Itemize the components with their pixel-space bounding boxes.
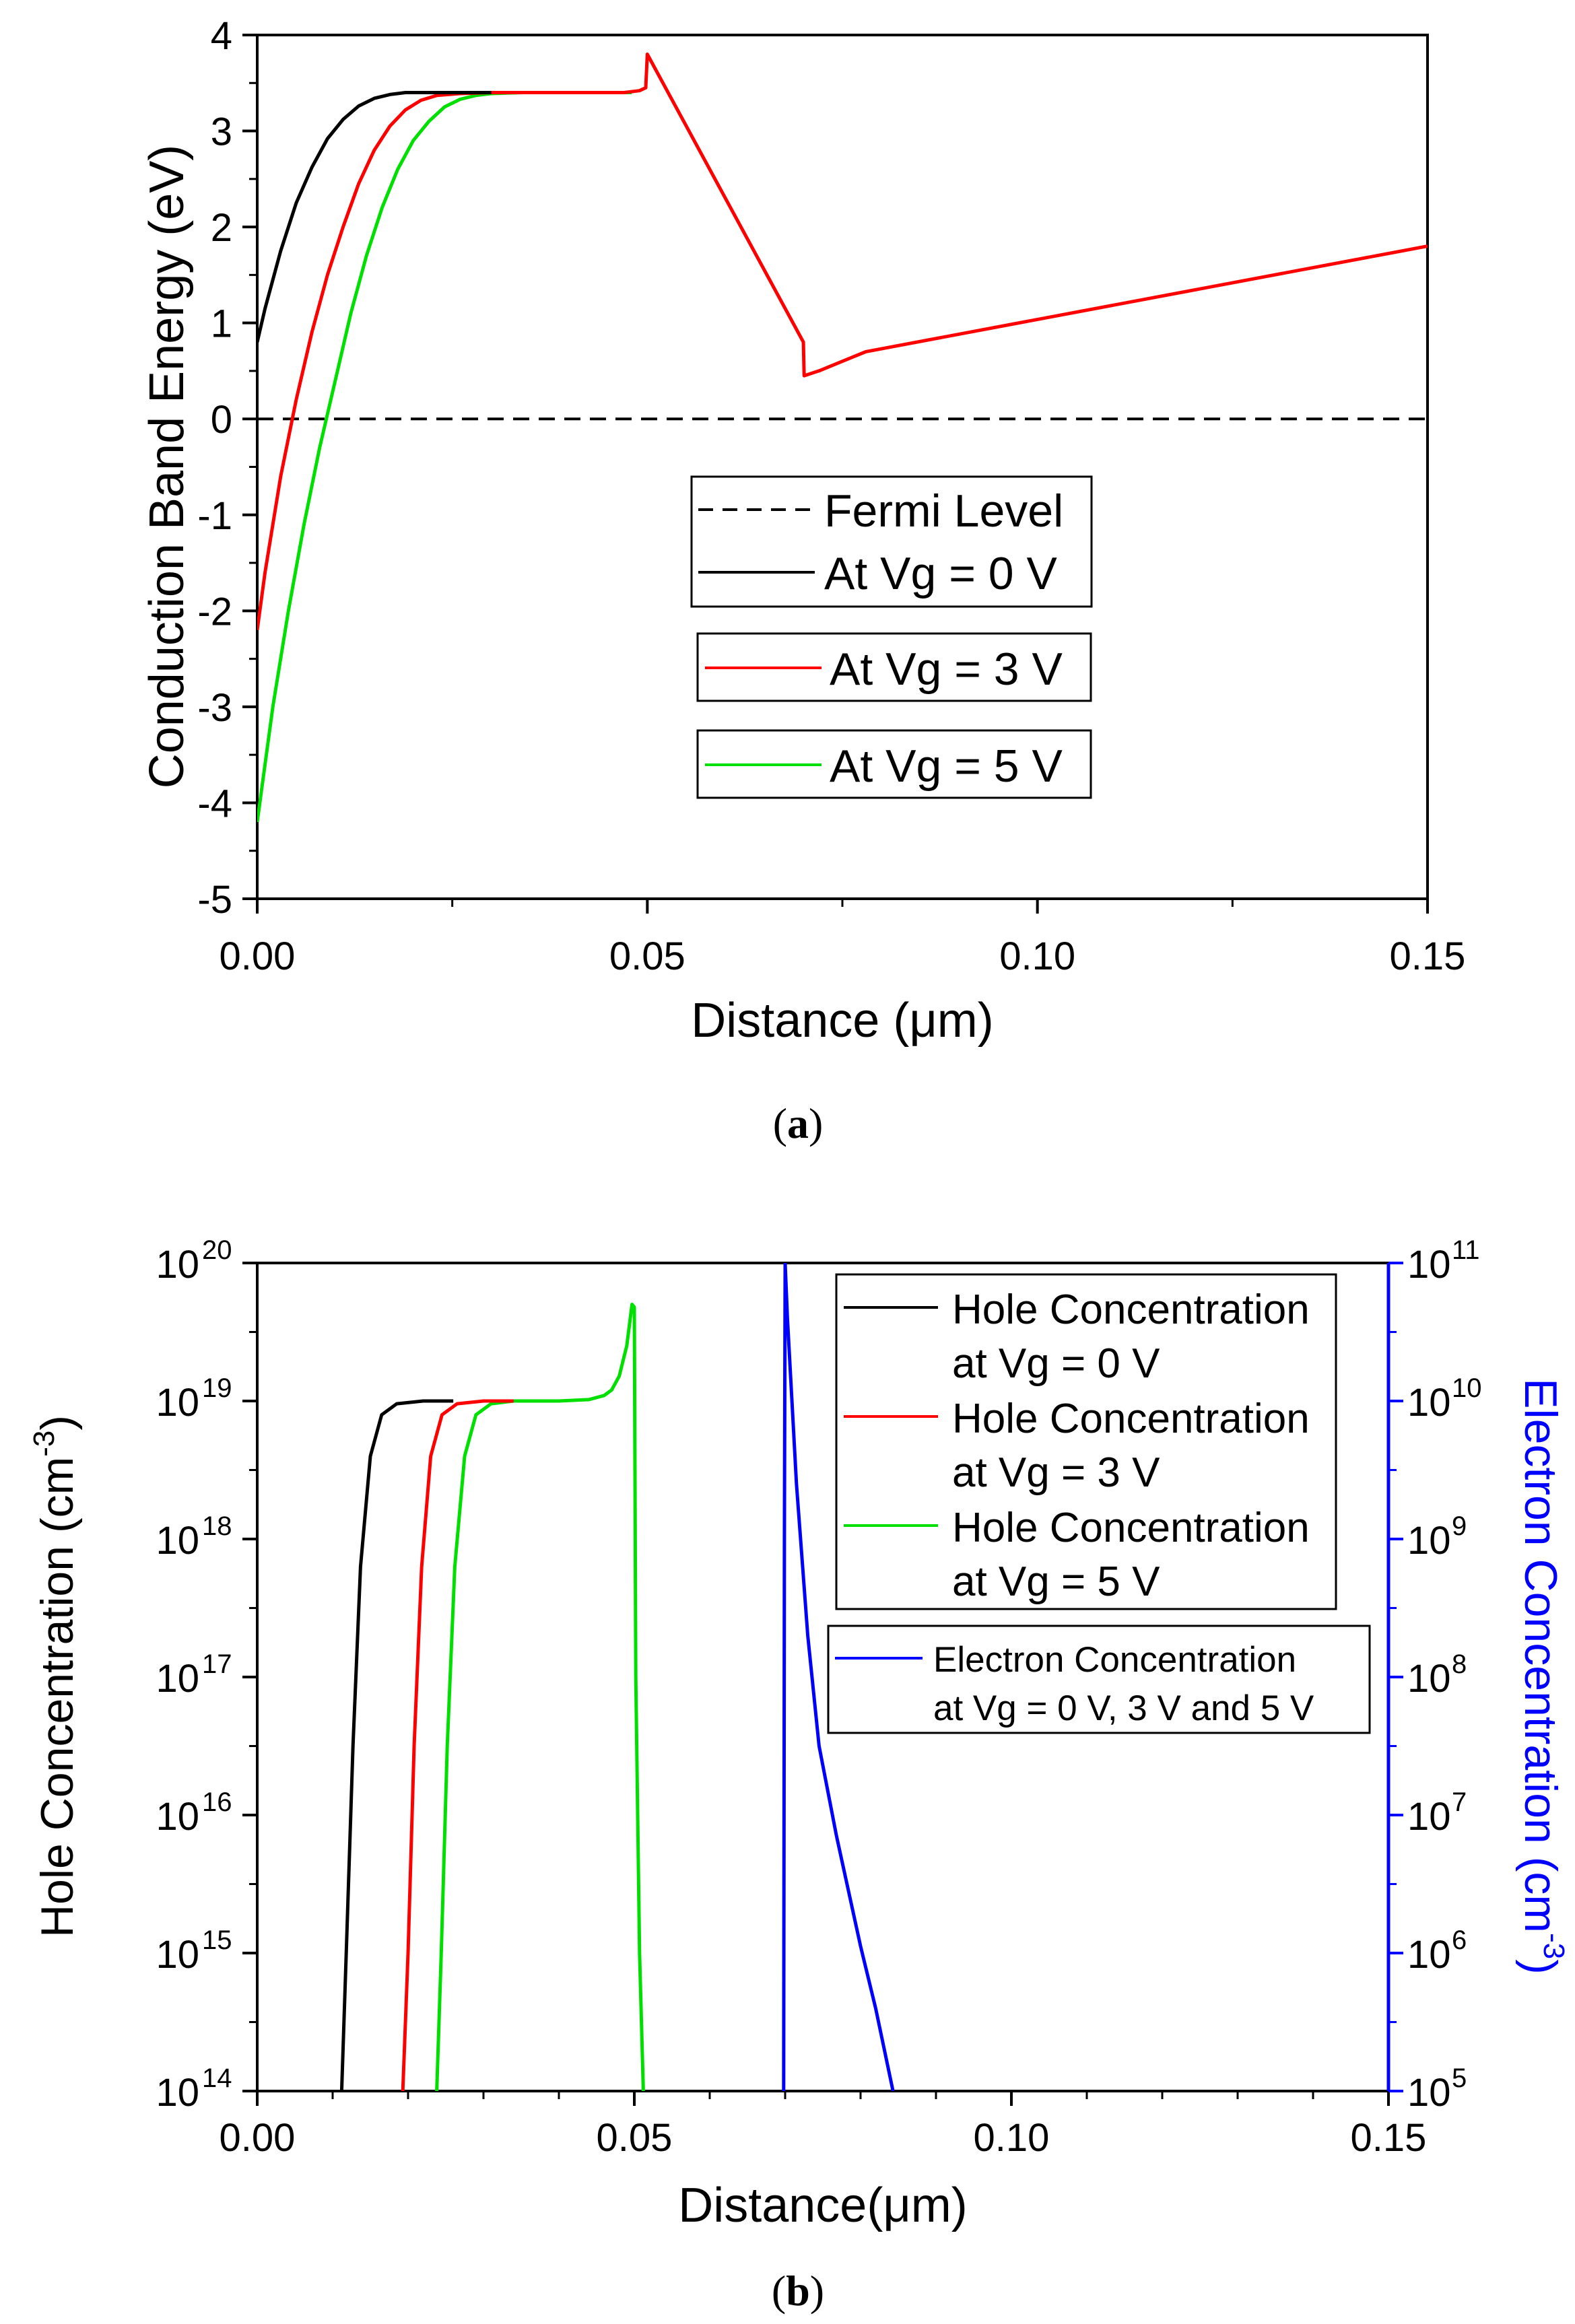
chart-b-y-tick-label: 10 (156, 2071, 199, 2115)
legend-box-electron (827, 1625, 1371, 1734)
chart-b-y-axis-label: Hole Concentration (cm-3) (28, 1415, 83, 1938)
chart-b-series-hole-concentration-at-vg-0-v (339, 1399, 454, 2091)
legend-label-vg-0v: At Vg = 0 V (824, 548, 1058, 599)
chart-b-caption-letter: b (786, 2267, 810, 2315)
chart-a-x-tick-label: 0.15 (1390, 934, 1466, 978)
chart-b-legend-holes: Hole Concentration at Vg = 0 V Hole Conc… (835, 1273, 1337, 1610)
chart-a-y-tick-label: 1 (211, 302, 232, 346)
chart-a-x-tick-label: 0.00 (220, 934, 296, 978)
legend-box-holes (835, 1273, 1337, 1610)
chart-b-y-tick-exponent: 15 (202, 1925, 232, 1955)
chart-b-y-tick-label: 10 (156, 1243, 199, 1287)
chart-b-y2-axis-label-sup: -3 (1537, 1933, 1570, 1959)
legend-label-vg-5v: At Vg = 5 V (830, 741, 1063, 792)
chart-b-y2-tick-label: 10 (1407, 1933, 1451, 1977)
chart-b-x-tick-label: 0.00 (220, 2116, 296, 2160)
chart-b-y2-tick-label: 10 (1407, 1381, 1451, 1425)
chart-b-caption: (b) (772, 2267, 824, 2315)
chart-a-y-tick-label: 2 (211, 206, 232, 250)
chart-b-y-tick-label: 10 (156, 1519, 199, 1563)
chart-b-x-axis-label: Distance(μm) (678, 2179, 968, 2232)
chart-b-y-tick-label: 10 (156, 1657, 199, 1701)
legend-label-electron-line2: at Vg = 0 V, 3 V and 5 V (933, 1688, 1314, 1728)
chart-a-y-tick-label: -5 (197, 878, 232, 922)
chart-b-y-tick-exponent: 18 (202, 1511, 232, 1541)
chart-a-x-tick-label: 0.10 (999, 934, 1075, 978)
chart-a-y-tick-label: 4 (211, 14, 232, 58)
legend-box-main (690, 475, 1093, 608)
chart-b-y2-tick-exponent: 10 (1452, 1373, 1482, 1403)
legend-label-vg-3v: At Vg = 3 V (830, 644, 1063, 695)
chart-a-y-tick-label: -4 (197, 782, 232, 825)
chart-a-y-tick-label: -3 (197, 686, 232, 730)
chart-b-y2-tick-label: 10 (1407, 2071, 1451, 2115)
legend-label-fermi-level: Fermi Level (824, 485, 1063, 537)
chart-a-series-at-vg-5-v (257, 91, 632, 823)
legend-label-hole-vg-5v-line2: at Vg = 5 V (952, 1559, 1160, 1605)
chart-a-y-tick-label: 0 (211, 398, 232, 442)
legend-label-electron-line1: Electron Concentration (933, 1640, 1296, 1680)
chart-b-y-tick-exponent: 17 (202, 1649, 232, 1679)
chart-a-y-tick-label: -1 (197, 494, 232, 538)
chart-a-series-at-vg-3-v (257, 53, 1428, 631)
chart-a-y-tick-label: -2 (197, 590, 232, 634)
legend-label-hole-vg-0v-line1: Hole Concentration (952, 1287, 1310, 1333)
legend-label-hole-vg-3v-line1: Hole Concentration (952, 1396, 1310, 1442)
chart-b-y2-tick-exponent: 5 (1452, 2063, 1467, 2093)
chart-a-x-axis-label: Distance (μm) (691, 994, 994, 1048)
chart-b-y2-tick-label: 10 (1407, 1795, 1451, 1839)
chart-b-y-axis-label-main: Hole Concentration (cm (32, 1457, 83, 1938)
chart-a-axes: 0.00 0.05 0.10 0.15 -5 -4 -3 -2 -1 0 1 2 3 4 (197, 14, 1465, 978)
chart-b-y2-tick-exponent: 8 (1452, 1649, 1467, 1679)
chart-b-y-tick-exponent: 20 (202, 1235, 232, 1265)
chart-b-y-axis-label-sup: -3 (28, 1431, 61, 1457)
chart-b-x-tick-label: 0.10 (974, 2116, 1050, 2160)
chart-a-caption-letter: a (787, 1099, 809, 1147)
chart-b-series-electron-concentration-at-vg-0-v-3-v-and-5-v (782, 1263, 895, 2091)
chart-b-y2-tick-exponent: 11 (1452, 1235, 1480, 1265)
chart-b-x-tick-label: 0.05 (597, 2116, 673, 2160)
chart-b-y2-tick-label: 10 (1407, 1243, 1451, 1287)
chart-b-y-tick-exponent: 14 (202, 2063, 232, 2093)
chart-a-y-tick-label: 3 (211, 110, 232, 154)
chart-b-y-tick-label: 10 (156, 1795, 199, 1839)
chart-b-x-tick-label: 0.15 (1351, 2116, 1427, 2160)
chart-a-x-tick-label: 0.05 (609, 934, 685, 978)
chart-b-y-tick-label: 10 (156, 1933, 199, 1977)
chart-b-legend-electron: Electron Concentration at Vg = 0 V, 3 V … (827, 1625, 1371, 1734)
chart-b-y2-tick-label: 10 (1407, 1519, 1451, 1563)
chart-b-y-tick-exponent: 19 (202, 1373, 232, 1403)
chart-b-y-tick-label: 10 (156, 1381, 199, 1425)
legend-label-hole-vg-3v-line2: at Vg = 3 V (952, 1449, 1160, 1496)
chart-b-y2-tick-exponent: 6 (1452, 1925, 1467, 1955)
legend-label-hole-vg-0v-line2: at Vg = 0 V (952, 1340, 1160, 1387)
chart-a-caption: (a) (773, 1099, 824, 1147)
chart-b-y-tick-exponent: 16 (202, 1787, 232, 1817)
chart-b-y2-axis-label-main: Electron Concentration (cm (1515, 1378, 1566, 1933)
chart-a-y-axis-label: Conduction Band Energy (eV) (140, 145, 194, 789)
chart-b-y2-axis-label: Electron Concentration (cm-3) (1515, 1378, 1570, 1975)
chart-a: 0.00 0.05 0.10 0.15 -5 -4 -3 -2 -1 0 1 2 3 4 Distance… (140, 14, 1465, 1147)
chart-a-series (257, 53, 1428, 823)
chart-b-series-hole-concentration-at-vg-5-v (435, 1303, 645, 2091)
chart-b-y2-tick-exponent: 7 (1452, 1787, 1467, 1817)
chart-b-y2-tick-label: 10 (1407, 1657, 1451, 1701)
chart-b-y2-tick-exponent: 9 (1452, 1511, 1467, 1541)
chart-a-series-at-vg-0-v (257, 91, 492, 343)
chart-a-legend: Fermi Level At Vg = 0 V At Vg = 3 V At V… (690, 475, 1093, 799)
chart-b-series (339, 1263, 895, 2091)
legend-label-hole-vg-5v-line1: Hole Concentration (952, 1505, 1310, 1551)
chart-b-series-hole-concentration-at-vg-3-v (401, 1399, 514, 2091)
